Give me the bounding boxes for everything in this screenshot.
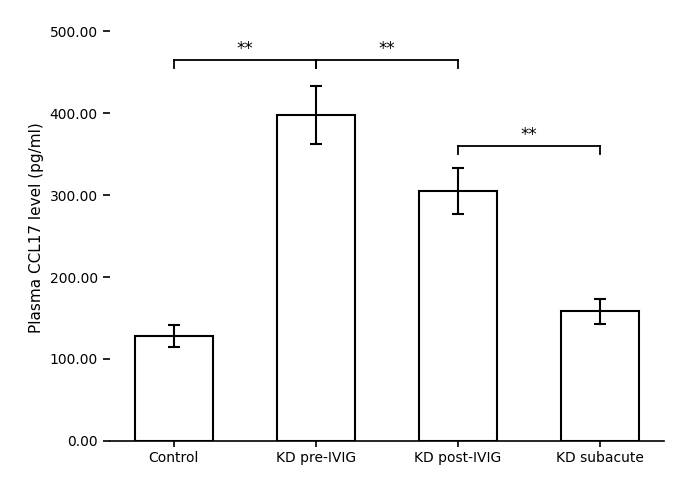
- Text: **: **: [236, 40, 253, 58]
- Bar: [135, 336, 213, 441]
- Y-axis label: Plasma CCL17 level (pg/ml): Plasma CCL17 level (pg/ml): [29, 123, 44, 333]
- Bar: [277, 115, 355, 441]
- Bar: [419, 191, 497, 441]
- Text: **: **: [379, 40, 395, 58]
- Bar: [561, 312, 639, 441]
- Text: **: **: [521, 126, 538, 144]
